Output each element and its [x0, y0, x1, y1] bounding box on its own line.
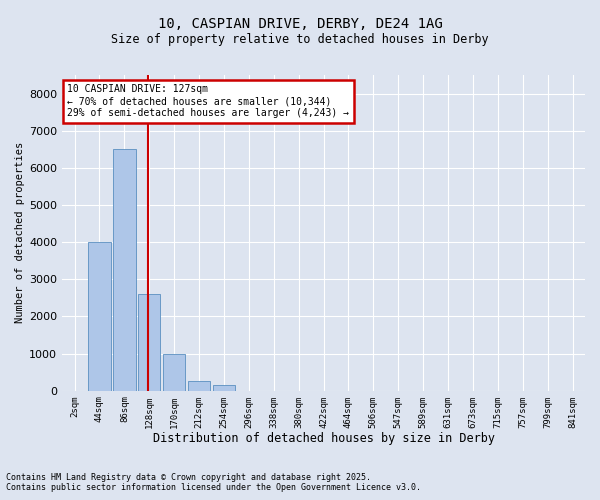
Bar: [163, 354, 185, 391]
Text: 10, CASPIAN DRIVE, DERBY, DE24 1AG: 10, CASPIAN DRIVE, DERBY, DE24 1AG: [158, 18, 442, 32]
Text: Contains public sector information licensed under the Open Government Licence v3: Contains public sector information licen…: [6, 484, 421, 492]
Bar: [213, 385, 235, 390]
Text: 10 CASPIAN DRIVE: 127sqm
← 70% of detached houses are smaller (10,344)
29% of se: 10 CASPIAN DRIVE: 127sqm ← 70% of detach…: [67, 84, 349, 117]
Bar: [188, 382, 210, 390]
Bar: [113, 150, 136, 390]
Text: Contains HM Land Registry data © Crown copyright and database right 2025.: Contains HM Land Registry data © Crown c…: [6, 472, 371, 482]
Bar: [138, 294, 160, 390]
Y-axis label: Number of detached properties: Number of detached properties: [15, 142, 25, 324]
Text: Size of property relative to detached houses in Derby: Size of property relative to detached ho…: [111, 32, 489, 46]
X-axis label: Distribution of detached houses by size in Derby: Distribution of detached houses by size …: [152, 432, 494, 445]
Bar: [88, 242, 111, 390]
